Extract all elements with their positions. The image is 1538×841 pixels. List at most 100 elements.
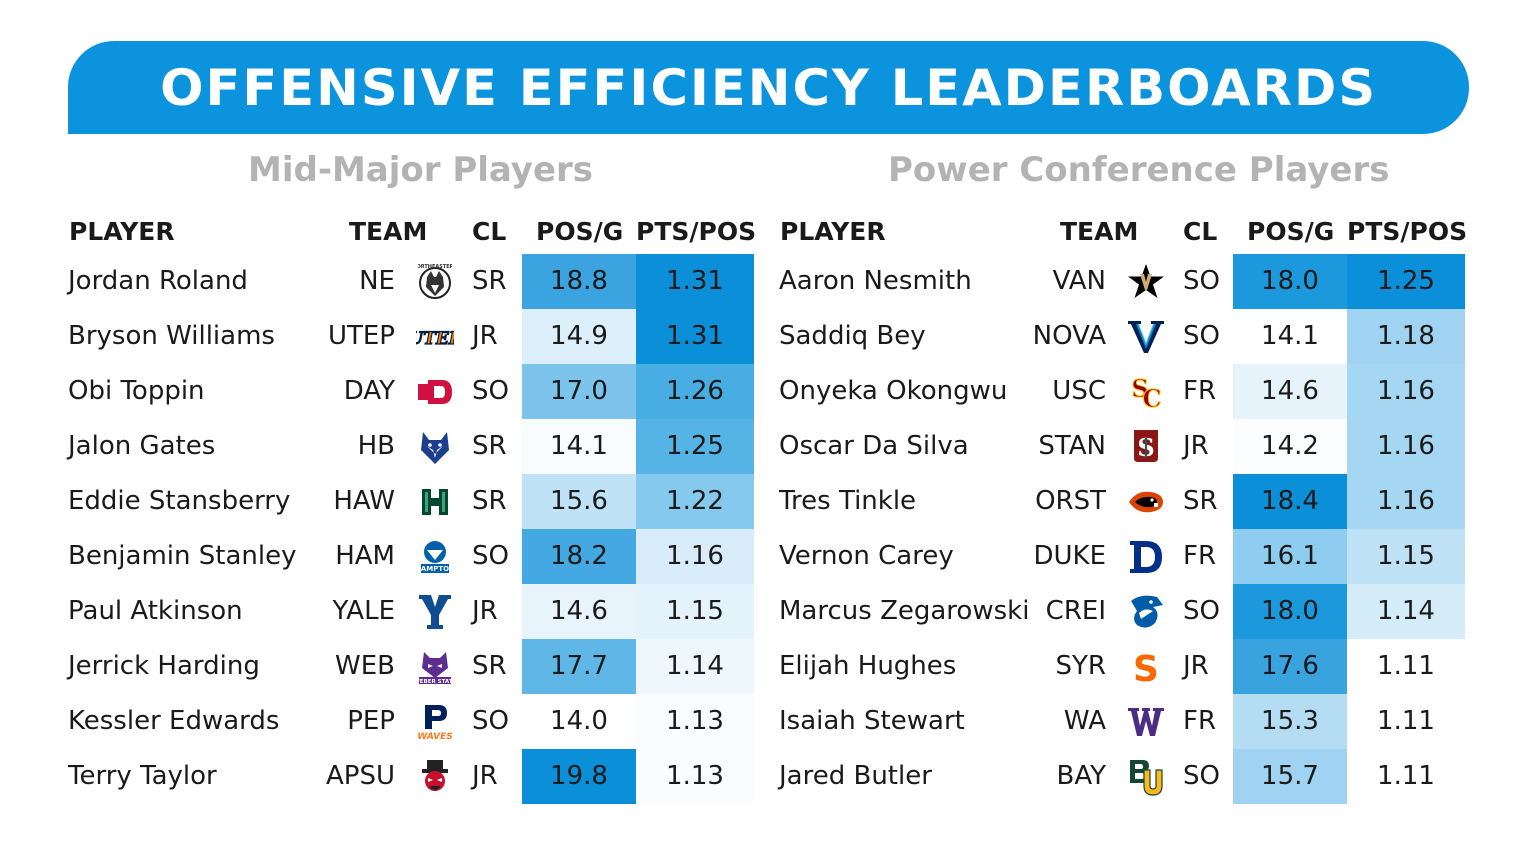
table-row: Vernon Carey DUKE FR 16.1 1.15 [0,529,1538,584]
team-abbr: APSU [326,761,395,791]
player-name: Bryson Williams [68,321,275,351]
class-year: FR [1183,376,1217,406]
creighton-bluejay-icon [1127,593,1165,631]
stanford-s-icon: S [1127,428,1165,466]
pos-per-game-cell: 18.4 [1233,474,1347,529]
player-name: Marcus Zegarowski [779,596,1030,626]
player-name: Jerrick Harding [68,651,260,681]
washington-w-icon [1127,703,1165,741]
svg-text:NORTHEASTERN: NORTHEASTERN [418,264,452,270]
column-header-class: CL [1183,217,1218,246]
table-row: Benjamin Stanley HAM HAMPTON SO 18.2 1.16 [0,529,1538,584]
column-header-class: CL [472,217,507,246]
oregon-state-beaver-icon [1127,483,1165,521]
player-name: Jared Butler [779,761,932,791]
vanderbilt-star-v-icon [1127,263,1165,301]
column-header-pts-per-pos: PTS/POS [636,217,757,246]
player-name: Terry Taylor [68,761,217,791]
weber-state-wildcat-icon: WEBER STATE [416,648,454,686]
team-abbr: WEB [335,651,395,681]
table-row: Onyeka Okongwu USC S C FR 14.6 1.16 [0,364,1538,419]
pos-per-game-cell: 14.6 [522,584,636,639]
team-abbr: HAM [335,541,395,571]
pts-per-pos-cell: 1.26 [636,364,754,419]
team-abbr: NE [359,266,395,296]
title-banner: OFFENSIVE EFFICIENCY LEADERBOARDS [68,41,1469,134]
player-name: Tres Tinkle [779,486,917,516]
class-year: SR [472,486,507,516]
pos-per-game-cell: 14.1 [1233,309,1347,364]
team-abbr: YALE [332,596,395,626]
team-abbr: USC [1052,376,1106,406]
pts-per-pos-cell: 1.13 [636,694,754,749]
baylor-bu-icon [1127,758,1165,796]
team-abbr: SYR [1055,651,1106,681]
table-row: Jerrick Harding WEB WEBER STATE SR 17.71.14 [0,639,1538,694]
team-abbr: UTEP [327,321,395,351]
player-name: Saddiq Bey [779,321,926,351]
pos-per-game-cell: 14.1 [522,419,636,474]
utep-icon: UTEP [416,318,454,356]
table-row: Elijah Hughes SYR S JR 17.6 1.11 [0,639,1538,694]
pos-per-game-cell: 18.0 [1233,584,1347,639]
pos-per-game-cell: 17.7 [522,639,636,694]
player-name: Obi Toppin [68,376,205,406]
pepperdine-waves-icon: WAVES [416,703,454,741]
pts-per-pos-cell: 1.25 [1347,254,1465,309]
pos-per-game-cell: 17.6 [1233,639,1347,694]
svg-text:UTEP: UTEP [416,329,454,349]
houston-baptist-husky-icon [416,428,454,466]
pts-per-pos-cell: 1.31 [636,254,754,309]
class-year: SR [472,431,507,461]
svg-text:C: C [1142,384,1161,411]
table-row: Jordan Roland NE NORTHEASTERN SR 18.81.31 [0,254,1538,309]
svg-text:S: S [1133,649,1159,686]
table-row: Terry Taylor APSU JR 19.8 1.13 [0,749,1538,804]
player-name: Jordan Roland [68,266,248,296]
pos-per-game-cell: 16.1 [1233,529,1347,584]
pts-per-pos-cell: 1.25 [636,419,754,474]
column-header-team: TEAM [1060,217,1139,246]
team-abbr: DUKE [1033,541,1106,571]
column-header-player: PLAYER [780,217,886,246]
player-name: Elijah Hughes [779,651,957,681]
player-name: Jalon Gates [68,431,216,461]
team-abbr: DAY [343,376,395,406]
pts-per-pos-cell: 1.14 [1347,584,1465,639]
player-name: Vernon Carey [779,541,954,571]
table-row: Obi Toppin DAY SO 17.0 1.26 [0,364,1538,419]
svg-text:WEBER STATE: WEBER STATE [416,679,454,685]
austin-peay-governor-icon [416,758,454,796]
player-name: Eddie Stansberry [68,486,291,516]
class-year: SO [472,541,509,571]
pts-per-pos-cell: 1.31 [636,309,754,364]
pos-per-game-cell: 18.8 [522,254,636,309]
team-abbr: BAY [1056,761,1107,791]
pos-per-game-cell: 14.9 [522,309,636,364]
table-row: Oscar Da Silva STAN S JR 14.2 1.16 [0,419,1538,474]
table-row: Bryson Williams UTEP UTEP JR 14.91.31 [0,309,1538,364]
table-row: Kessler Edwards PEP WAVES SO 14.0 1.13 [0,694,1538,749]
team-abbr: CREI [1045,596,1106,626]
class-year: JR [472,596,498,626]
right-section-title: Power Conference Players [888,150,1390,190]
team-abbr: WA [1063,706,1106,736]
pts-per-pos-cell: 1.16 [1347,364,1465,419]
player-name: Onyeka Okongwu [779,376,1008,406]
table-row: Saddiq Bey NOVA SO 14.1 1.18 [0,309,1538,364]
player-name: Paul Atkinson [68,596,243,626]
pts-per-pos-cell: 1.15 [636,584,754,639]
class-year: FR [1183,541,1217,571]
left-section-title: Mid-Major Players [248,150,594,190]
team-abbr: HB [357,431,395,461]
pos-per-game-cell: 15.6 [522,474,636,529]
class-year: SO [472,376,509,406]
pts-per-pos-cell: 1.15 [1347,529,1465,584]
column-header-team: TEAM [349,217,428,246]
table-row: Aaron Nesmith VAN SO 18.0 1.25 [0,254,1538,309]
hampton-pirates-icon: HAMPTON [416,538,454,576]
class-year: SR [1183,486,1218,516]
pts-per-pos-cell: 1.22 [636,474,754,529]
pts-per-pos-cell: 1.16 [1347,419,1465,474]
player-name: Isaiah Stewart [779,706,965,736]
